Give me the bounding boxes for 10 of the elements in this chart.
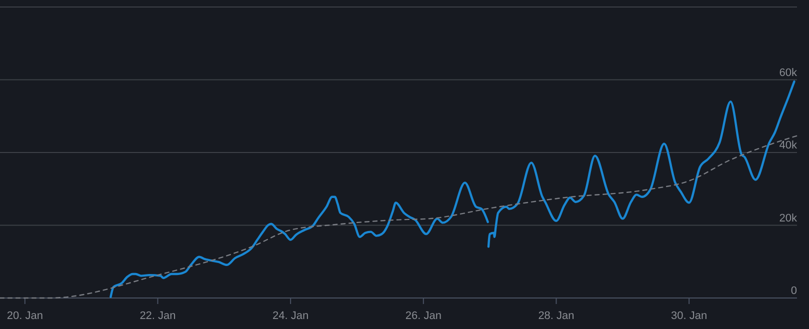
y-tick-label: 60k: [779, 66, 798, 79]
x-tick-label: 22. Jan: [140, 310, 176, 322]
y-tick-label: 20k: [779, 212, 798, 224]
y-tick-label: 40k: [779, 140, 798, 152]
x-tick-label: 30. Jan: [671, 310, 708, 322]
y-tick-label: 0: [790, 285, 797, 297]
x-tick-label: 26. Jan: [405, 310, 442, 322]
x-tick-label: 28. Jan: [538, 310, 574, 322]
x-tick-label: 20. Jan: [6, 310, 43, 322]
x-tick-label: 24. Jan: [272, 310, 309, 322]
